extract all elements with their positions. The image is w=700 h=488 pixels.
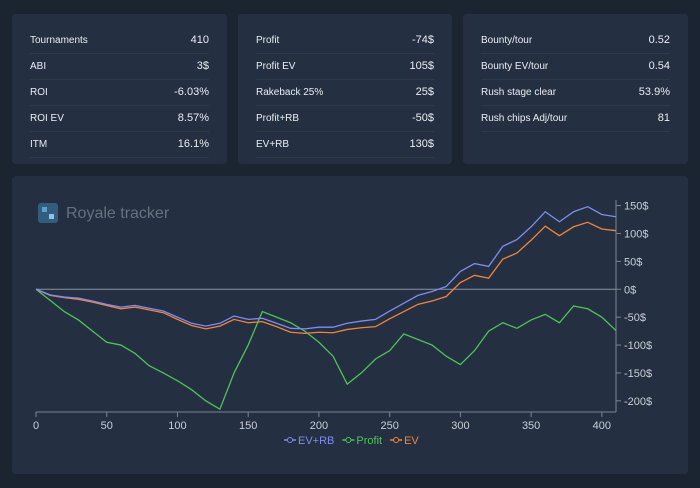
stat-label: ITM [30,139,48,150]
y-tick-label: -150$ [624,368,652,380]
y-tick-label: 150$ [624,201,648,213]
x-tick-label: 100 [168,420,186,432]
stat-label: ABI [30,61,47,72]
logo-text: Royale tracker [66,205,170,222]
stat-row: Bounty/tour 0.52 [481,28,670,54]
stat-row: ROI EV 8.57% [30,106,209,132]
stat-value: 16.1% [177,138,209,150]
stat-row: Rush chips Adj/tour 81 [481,106,670,132]
stat-value: -74$ [411,34,434,46]
chart: Royale tracker 150$ 100$ 50$ 0$ -50$ -100$ -15… [33,200,652,447]
stat-value: 3$ [196,60,209,72]
legend-label: EV [404,435,419,447]
series-line [35,221,617,334]
stat-label: Bounty/tour [481,35,533,46]
stat-row: Bounty EV/tour 0.54 [481,54,670,80]
x-tick-label: 300 [451,420,469,432]
stat-row: ABI 3$ [30,54,209,80]
stat-label: Tournaments [30,35,88,46]
stat-value: 410 [190,34,209,46]
stat-value: 81 [657,112,670,124]
stat-row: Tournaments 410 [30,28,209,54]
stat-value: 25$ [415,86,434,98]
stat-row: Rush stage clear 53.9% [481,80,670,106]
logo-icon [38,203,58,223]
stat-value: 0.54 [648,60,670,72]
legend-marker [287,437,293,443]
stat-value: -6.03% [174,86,209,98]
x-tick-label: 400 [593,420,611,432]
y-tick-label: -200$ [624,396,652,408]
stat-row: Profit EV 105$ [256,54,434,80]
stat-label: Profit+RB [256,113,300,124]
legend-marker [393,437,400,443]
stat-value: 53.9% [638,86,670,98]
stat-row: ITM 16.1% [30,132,209,158]
legend-marker [345,437,352,443]
x-tick-label: 50 [101,420,113,432]
stat-row: Profit -74$ [256,28,434,54]
legend-label: EV+RB [298,435,334,447]
stat-value: -50$ [411,112,434,124]
series-line [35,205,617,330]
stat-label: Profit EV [256,61,296,72]
x-tick-label: 0 [33,420,39,432]
y-tick-label: 100$ [624,228,648,240]
y-tick-label: -100$ [624,340,652,352]
stat-label: ROI [30,87,48,98]
stat-card: Bounty/tour 0.52 Bounty EV/tour 0.54 Rush st… [463,14,688,164]
stat-label: EV+RB [256,139,290,150]
stat-label: Bounty EV/tour [481,61,549,72]
y-tick-label: 0$ [624,284,636,296]
y-tick-label: -50$ [624,312,646,324]
stat-row: EV+RB 130$ [256,132,434,158]
stat-value: 0.52 [648,34,670,46]
x-tick-label: 150 [239,420,257,432]
y-tick-label: 50$ [624,256,642,268]
stat-value: 8.57% [177,112,209,124]
x-tick-label: 250 [380,420,398,432]
chart-card: Royale tracker 150$ 100$ 50$ 0$ -50$ -100$ -15… [12,176,688,474]
x-tick-label: 200 [310,420,328,432]
stat-row: Rakeback 25% 25$ [256,80,434,106]
stat-label: Rakeback 25% [256,87,324,98]
stat-label: ROI EV [30,113,64,124]
stat-card: Profit -74$ Profit EV 105$ Rakeback 25% 25$ Pr… [238,14,452,164]
legend-label: Profit [356,435,382,447]
stat-label: Profit [256,35,280,46]
stat-label: Rush stage clear [481,87,557,98]
stat-label: Rush chips Adj/tour [481,113,568,124]
stat-row: ROI -6.03% [30,80,209,106]
stat-value: 130$ [409,138,434,150]
series-line [35,288,617,411]
stat-value: 105$ [409,60,434,72]
stat-card: Tournaments 410 ABI 3$ ROI -6.03% ROI EV 8.57% I… [12,14,227,164]
x-tick-label: 350 [522,420,540,432]
stat-row: Profit+RB -50$ [256,106,434,132]
